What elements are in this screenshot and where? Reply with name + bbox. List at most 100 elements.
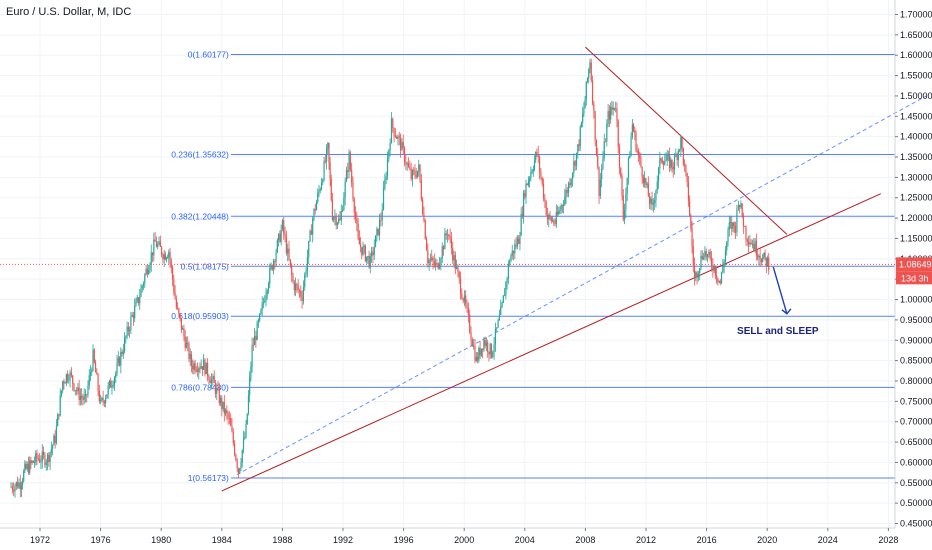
candle-body [498,315,501,320]
candle-body [555,211,557,224]
candle-body [255,335,257,340]
candle-body [677,150,679,161]
candle-body [765,257,767,266]
candle-body [149,264,151,270]
candle-body [569,183,571,186]
y-tick-label: 1.70000 [900,10,932,20]
candle-body [487,342,489,352]
candle-body [139,296,141,304]
candle-body [701,255,703,259]
candle-body [272,260,275,270]
candle-body [308,240,310,258]
candle-body [394,135,396,137]
candle-body [566,190,568,193]
candle-body [718,280,720,282]
candle-body [604,141,607,143]
candle-body [613,107,616,110]
candle-body [19,482,21,490]
candle-body [661,160,663,163]
candle-body [250,366,252,377]
candle-body [630,137,632,157]
candle-body [553,220,555,224]
candle-body [70,372,72,376]
candle-body [110,380,112,388]
candle-body [233,443,236,455]
x-tick-label: 1984 [212,535,232,545]
candle-body [608,111,610,120]
candle-body [162,254,164,260]
candle-body [589,62,591,70]
candle-body [681,136,683,149]
candle-body [560,205,562,210]
candle-body [289,259,291,266]
candle-body [622,195,624,220]
candle-body [438,264,441,269]
candle-body [345,170,348,182]
candle-body [465,295,467,305]
candle-body [121,351,123,354]
candle-body [726,242,728,251]
candle-body [265,294,267,302]
candle-body [11,486,13,490]
candle-body [134,306,136,319]
candle-body [482,348,484,351]
candle-body [279,233,281,242]
candle-body [185,342,188,348]
candle-body [344,181,346,198]
candle-body [193,363,195,370]
candle-body [709,251,711,258]
candle-body [135,301,137,307]
candle-body [502,295,504,303]
candle-body [731,222,733,229]
candle-body [358,238,360,245]
candle-body [763,252,765,258]
candle-body [241,450,243,463]
candle-body [402,142,404,148]
candle-body [325,148,328,162]
candle-body [41,451,43,462]
candle-body [529,178,531,181]
candle-body [646,183,648,185]
candle-body [359,244,362,248]
candle-body [419,164,421,181]
candle-body [27,464,30,473]
candle-body [606,123,608,142]
candle-body [437,263,439,269]
candle-body [242,438,245,451]
candle-body [723,261,725,267]
candle-body [137,297,140,304]
candle-body [461,293,463,299]
candle-body [504,295,506,297]
fibonacci-retracement[interactable]: 0(1.60177) 0.236(1.35632) 0.382(1.20448) 0.… [171,49,895,483]
candle-body [260,309,262,314]
candle-body [551,220,554,222]
candle-body [598,167,600,197]
candle-body [126,326,128,337]
candle-body [377,228,379,235]
candle-body [79,395,81,400]
candle-body [366,256,368,261]
candle-body [413,170,415,172]
x-tick-label: 1976 [91,535,111,545]
trendlines[interactable] [221,46,927,492]
candle-body [640,157,642,167]
candle-body [102,397,104,402]
candle-body [540,171,542,178]
candle-body [385,176,387,180]
candle-body [700,255,702,269]
candle-body [167,257,169,259]
candle-body [423,214,425,221]
candle-body [650,198,652,204]
candle-body [429,259,432,261]
candle-body [50,448,52,453]
candle-body [732,222,734,229]
candle-body [483,340,485,351]
candle-body [72,375,74,384]
candle-body [75,390,78,392]
candle-body [510,256,512,262]
candle-body [462,298,464,302]
candle-body [224,409,227,414]
candle-body [690,215,692,229]
candle-body [275,252,277,262]
